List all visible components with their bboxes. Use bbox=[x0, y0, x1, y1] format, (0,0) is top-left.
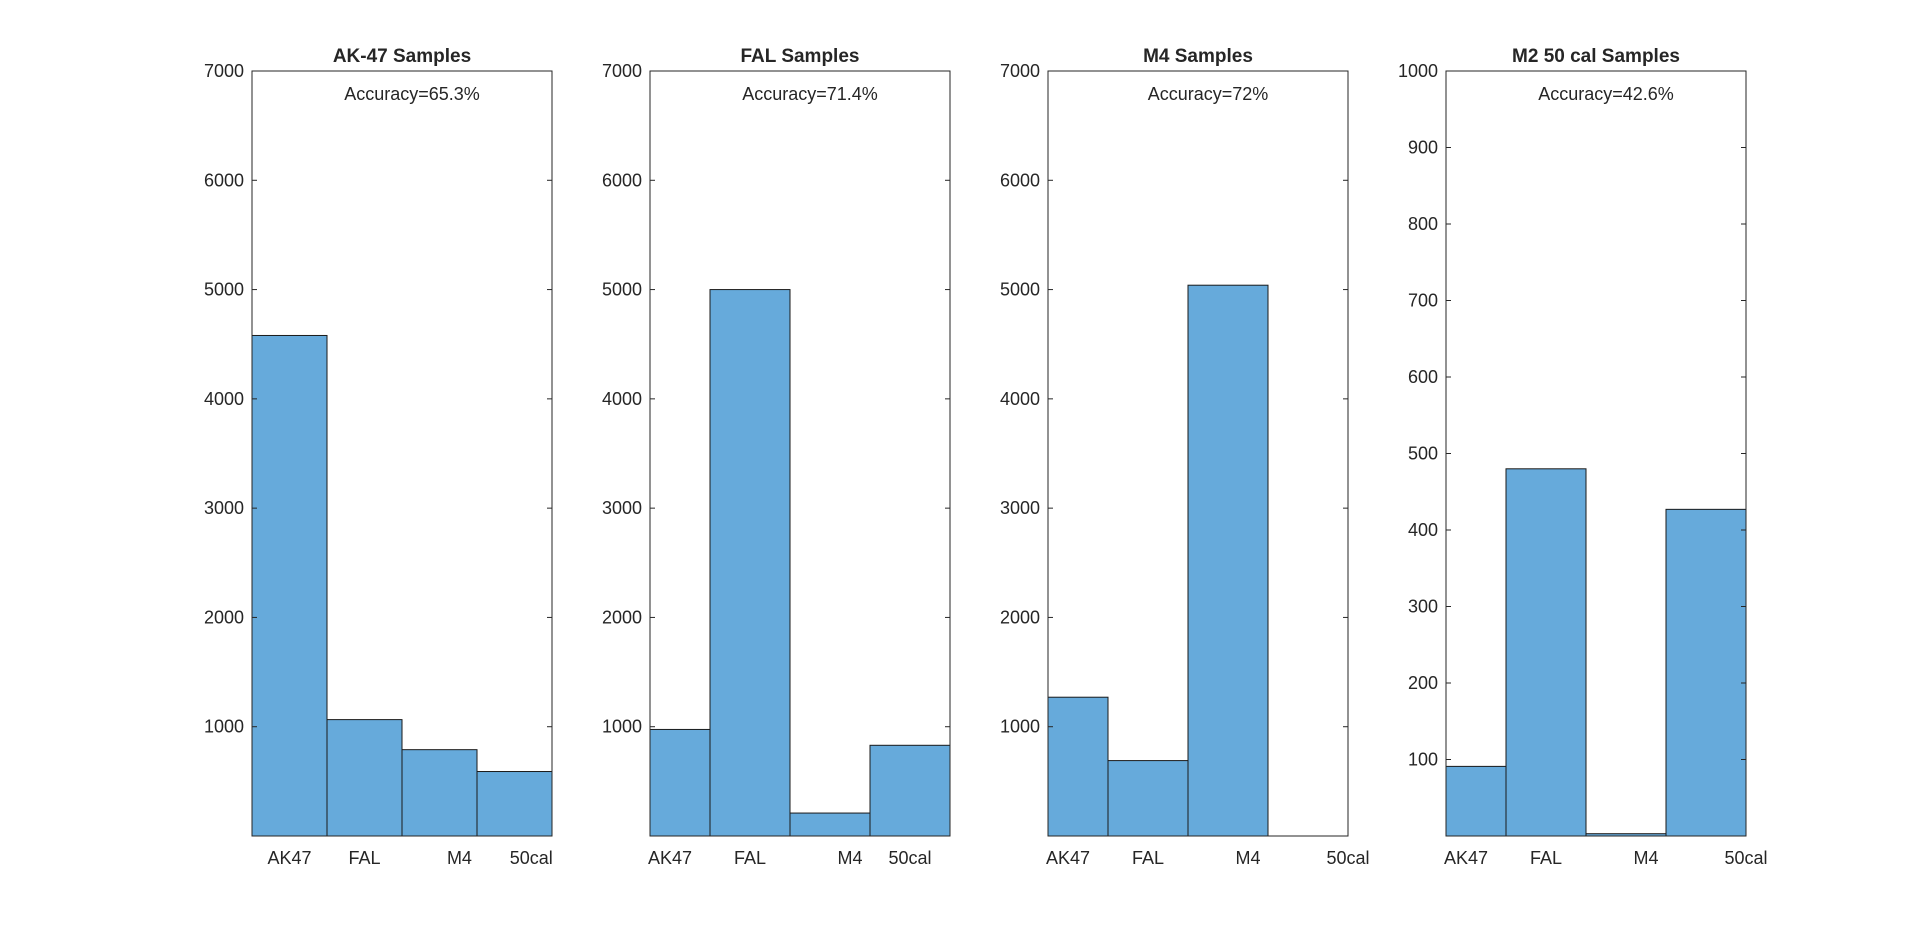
x-tick-label: M4 bbox=[837, 848, 862, 868]
accuracy-annotation: Accuracy=42.6% bbox=[1538, 84, 1674, 104]
bar-m4 bbox=[401, 749, 478, 837]
bar-m4 bbox=[1187, 284, 1269, 837]
bar-m4 bbox=[789, 812, 871, 837]
y-tick-label: 500 bbox=[1408, 444, 1438, 464]
bar-fal bbox=[1505, 468, 1587, 837]
accuracy-annotation: Accuracy=71.4% bbox=[742, 84, 878, 104]
y-tick-label: 400 bbox=[1408, 520, 1438, 540]
axes-box bbox=[649, 70, 951, 837]
y-tick-label: 1000 bbox=[1398, 61, 1438, 81]
y-tick-label: 3000 bbox=[1000, 498, 1040, 518]
y-tick-label: 7000 bbox=[602, 61, 642, 81]
y-tick-label: 100 bbox=[1408, 750, 1438, 770]
y-tick-label: 6000 bbox=[602, 170, 642, 190]
subplot-m2-50cal-samples: M2 50 cal Samples Accuracy=42.6% 100 200 3… bbox=[1398, 46, 1768, 868]
y-tick-label: 3000 bbox=[602, 498, 642, 518]
x-tick-label: 50cal bbox=[1326, 848, 1369, 868]
bar-fal bbox=[326, 719, 403, 837]
accuracy-annotation: Accuracy=72% bbox=[1148, 84, 1269, 104]
y-tick-label: 7000 bbox=[1000, 61, 1040, 81]
y-tick-label: 4000 bbox=[1000, 389, 1040, 409]
y-tick-label: 6000 bbox=[1000, 170, 1040, 190]
y-tick-label: 700 bbox=[1408, 291, 1438, 311]
y-tick-label: 2000 bbox=[1000, 607, 1040, 627]
x-tick-label: FAL bbox=[348, 848, 380, 868]
x-tick-label: AK47 bbox=[267, 848, 311, 868]
x-tick-label: FAL bbox=[1132, 848, 1164, 868]
bar-ak47 bbox=[1445, 765, 1507, 837]
y-tick-label: 900 bbox=[1408, 138, 1438, 158]
axes-box bbox=[251, 70, 553, 837]
x-tick-label: M4 bbox=[447, 848, 472, 868]
x-tick-label: FAL bbox=[734, 848, 766, 868]
y-tick-label: 4000 bbox=[602, 389, 642, 409]
bar-50cal bbox=[476, 771, 553, 837]
y-tick-label: 5000 bbox=[204, 280, 244, 300]
x-tick-label: 50cal bbox=[888, 848, 931, 868]
x-tick-label: M4 bbox=[1235, 848, 1260, 868]
bar-50cal bbox=[1665, 508, 1747, 837]
y-tick-label: 1000 bbox=[204, 717, 244, 737]
y-tick-label: 300 bbox=[1408, 597, 1438, 617]
y-tick-label: 1000 bbox=[602, 717, 642, 737]
y-tick-label: 1000 bbox=[1000, 717, 1040, 737]
bar-fal bbox=[709, 289, 791, 837]
bar-fal bbox=[1107, 760, 1189, 837]
chart-title: M2 50 cal Samples bbox=[1512, 46, 1680, 67]
bar-50cal bbox=[869, 744, 951, 837]
y-tick-label: 800 bbox=[1408, 214, 1438, 234]
y-tick-label: 3000 bbox=[204, 498, 244, 518]
x-tick-label: M4 bbox=[1633, 848, 1658, 868]
subplot-ak47-samples: AK-47 Samples Accuracy=65.3% 1000 2000 300… bbox=[204, 46, 553, 868]
x-tick-label: 50cal bbox=[1724, 848, 1767, 868]
x-tick-label: FAL bbox=[1530, 848, 1562, 868]
y-tick-label: 6000 bbox=[204, 170, 244, 190]
y-tick-label: 4000 bbox=[204, 389, 244, 409]
x-tick-label: AK47 bbox=[648, 848, 692, 868]
axes-box bbox=[1047, 70, 1349, 837]
subplot-m4-samples: M4 Samples Accuracy=72% 1000 2000 3000 4000… bbox=[1000, 46, 1370, 868]
y-tick-label: 5000 bbox=[602, 280, 642, 300]
bar-ak47 bbox=[251, 334, 328, 837]
y-tick-label: 2000 bbox=[602, 607, 642, 627]
chart-title: M4 Samples bbox=[1143, 46, 1253, 67]
y-tick-label: 5000 bbox=[1000, 280, 1040, 300]
y-tick-label: 2000 bbox=[204, 607, 244, 627]
subplot-fal-samples: FAL Samples Accuracy=71.4% 1000 2000 3000 4… bbox=[602, 46, 951, 868]
y-tick-label: 7000 bbox=[204, 61, 244, 81]
y-tick-label: 600 bbox=[1408, 367, 1438, 387]
chart-title: FAL Samples bbox=[741, 46, 860, 67]
bar-ak47 bbox=[649, 728, 711, 837]
y-tick-label: 200 bbox=[1408, 673, 1438, 693]
x-tick-label: 50cal bbox=[510, 848, 553, 868]
x-tick-label: AK47 bbox=[1046, 848, 1090, 868]
x-tick-label: AK47 bbox=[1444, 848, 1488, 868]
bar-ak47 bbox=[1047, 696, 1109, 837]
chart-title: AK-47 Samples bbox=[333, 46, 471, 67]
accuracy-annotation: Accuracy=65.3% bbox=[344, 84, 480, 104]
